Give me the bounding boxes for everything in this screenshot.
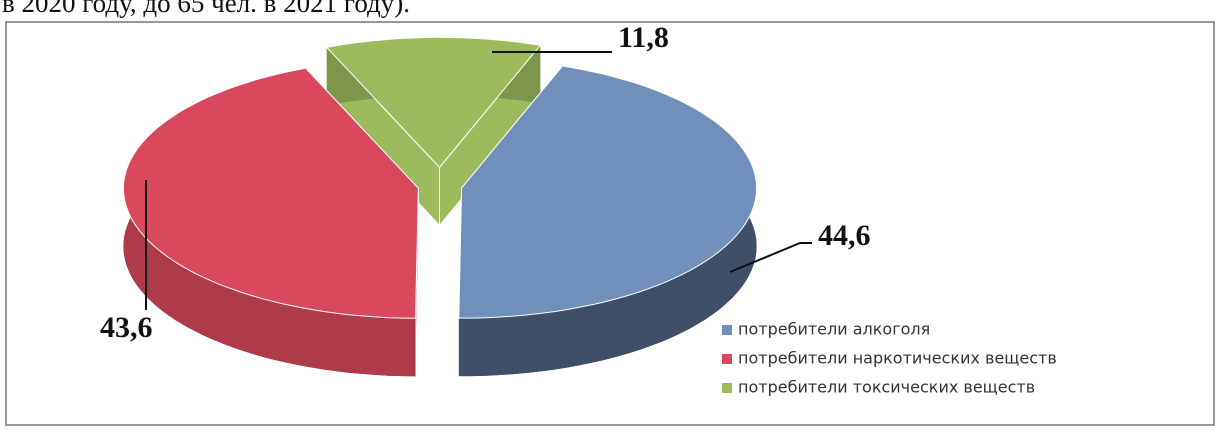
slice xyxy=(325,36,542,169)
document-text: в 2020 году, до 65 чел. в 2021 году). xyxy=(2,0,410,18)
data-label: 44,6 xyxy=(818,219,871,252)
legend-label: потребители токсических веществ xyxy=(738,378,1035,397)
legend-label: потребители наркотических веществ xyxy=(738,349,1057,368)
annotations: 44,6 43,6 11,8 потребители алкоголя потребит… xyxy=(100,21,1057,397)
pie xyxy=(122,36,758,377)
data-label: 11,8 xyxy=(618,21,669,54)
legend-swatch xyxy=(722,354,732,364)
slice xyxy=(458,65,758,319)
data-label: 43,6 xyxy=(100,311,153,344)
legend-label: потребители алкоголя xyxy=(738,320,930,339)
legend-swatch xyxy=(722,325,732,335)
slice xyxy=(122,67,419,319)
legend-swatch xyxy=(722,383,732,393)
leader-line xyxy=(729,242,812,273)
